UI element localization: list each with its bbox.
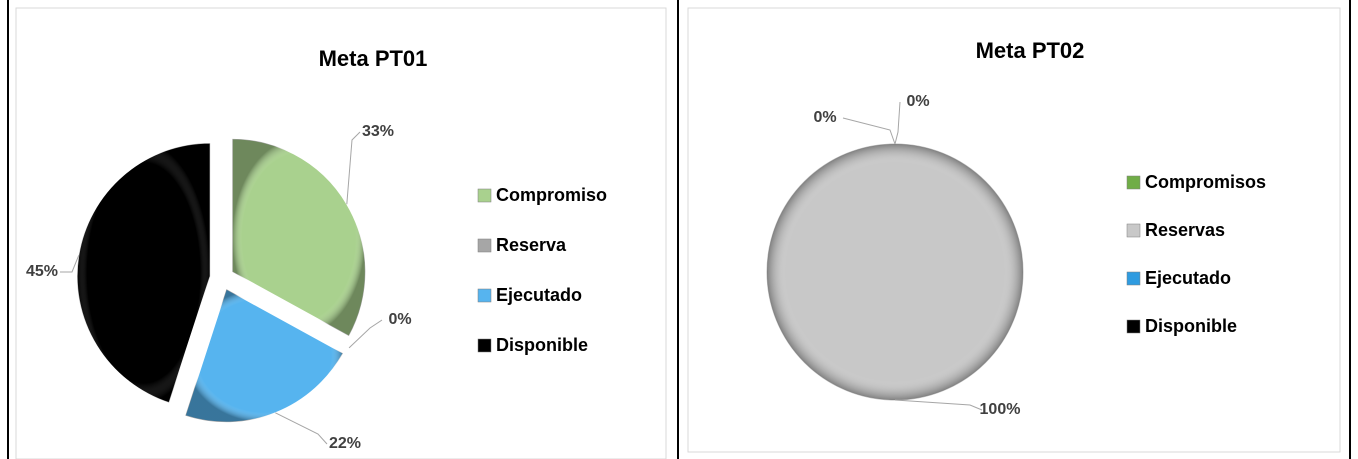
legend-label: Ejecutado	[496, 285, 582, 305]
chart-title: Meta PT01	[319, 46, 428, 71]
legend-label: Reservas	[1145, 220, 1225, 240]
chart-title: Meta PT02	[976, 38, 1085, 63]
legend-swatch	[477, 338, 492, 353]
legend-swatch	[477, 188, 492, 203]
data-label: 0%	[388, 311, 411, 328]
data-label: 100%	[980, 401, 1021, 418]
legend-swatch	[1126, 319, 1141, 334]
legend-swatch	[1126, 223, 1141, 238]
legend-label: Compromisos	[1145, 172, 1266, 192]
legend-swatch	[477, 288, 492, 303]
legend-label: Disponible	[496, 335, 588, 355]
legend-label: Disponible	[1145, 316, 1237, 336]
data-label: 45%	[26, 263, 58, 280]
legend-swatch	[1126, 271, 1141, 286]
leader-line	[348, 319, 383, 349]
data-label: 33%	[362, 123, 394, 140]
data-label: 0%	[813, 109, 836, 126]
legend-swatch	[477, 238, 492, 253]
leader-line	[346, 131, 361, 205]
leader-line	[894, 399, 983, 411]
slice-shade	[77, 143, 211, 403]
legend-label: Compromiso	[496, 185, 607, 205]
leader-line	[842, 117, 896, 145]
leader-line	[275, 412, 328, 445]
data-label: 0%	[906, 93, 929, 110]
legend-swatch	[1126, 175, 1141, 190]
slice-shade	[232, 138, 366, 336]
legend-label: Ejecutado	[1145, 268, 1231, 288]
chart-frame	[687, 7, 1341, 453]
slice-shade	[767, 144, 1023, 400]
data-label: 22%	[329, 435, 361, 452]
slice-shade	[185, 289, 343, 423]
leader-line	[60, 255, 80, 273]
legend-label: Reserva	[496, 235, 567, 255]
chart-frame	[15, 7, 667, 459]
leader-line	[894, 101, 901, 145]
